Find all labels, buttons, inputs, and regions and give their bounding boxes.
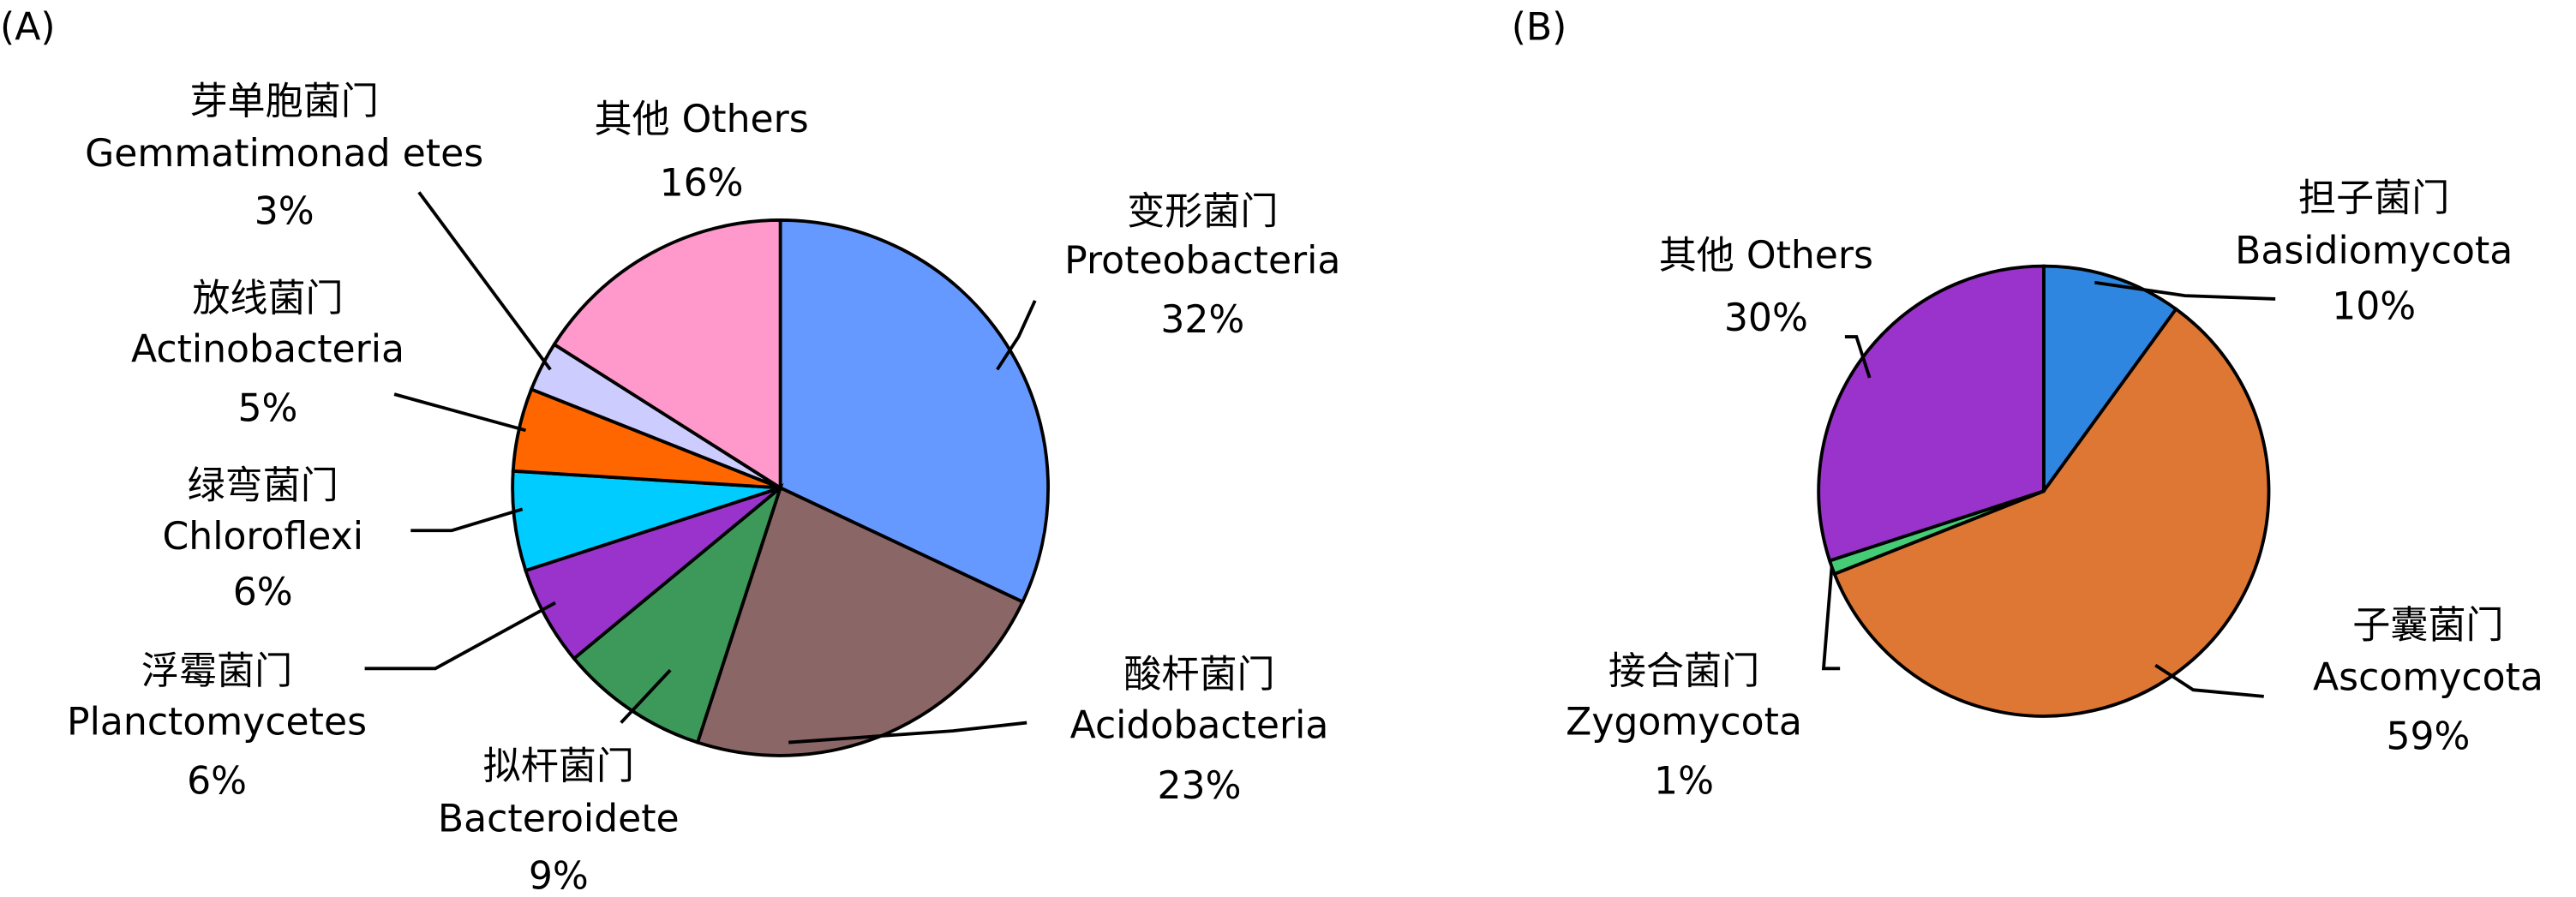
leader-line bbox=[996, 300, 1037, 371]
label-en: Basidiomycota bbox=[2235, 229, 2513, 272]
pie-slice bbox=[552, 218, 782, 491]
pie-slice bbox=[2041, 264, 2178, 497]
label-zh: 拟杆菌门 bbox=[483, 745, 634, 788]
panel-label: (A) bbox=[0, 6, 56, 50]
label-zh: 其他 bbox=[594, 98, 669, 141]
value-label: 1% bbox=[1654, 759, 1714, 803]
value-label: 6% bbox=[187, 759, 247, 803]
label-zh: 芽单胞菌门 bbox=[189, 80, 378, 123]
value-label: 9% bbox=[529, 855, 589, 897]
label-en: Ascomycota bbox=[2313, 656, 2543, 700]
slice-label: 其他 Others bbox=[594, 98, 808, 141]
slice-label: 其他 Others bbox=[1659, 234, 1873, 278]
leader-line bbox=[417, 191, 552, 371]
label-zh: 接合菌门 bbox=[1609, 649, 1759, 693]
leader-line bbox=[788, 721, 1027, 745]
label-en: Gemmatimonad etes bbox=[85, 132, 483, 176]
label-zh: 浮霉菌门 bbox=[141, 649, 292, 693]
value-label: 3% bbox=[255, 189, 315, 233]
value-label: 32% bbox=[1160, 298, 1244, 342]
pie-slice bbox=[778, 218, 1050, 605]
label-en: Others bbox=[682, 98, 809, 141]
label-en: Chloroflexi bbox=[162, 515, 362, 559]
label-en: Actinobacteria bbox=[131, 327, 404, 371]
value-label: 5% bbox=[238, 386, 298, 430]
label-en: Zygomycota bbox=[1566, 700, 1802, 744]
leader-line bbox=[1844, 335, 1872, 379]
label-zh: 酸杆菌门 bbox=[1123, 653, 1274, 697]
label-en: Others bbox=[1746, 234, 1873, 278]
value-label: 16% bbox=[660, 162, 744, 206]
pie-slice bbox=[572, 482, 784, 745]
label-zh: 其他 bbox=[1659, 234, 1734, 278]
label-zh: 绿弯菌门 bbox=[188, 463, 338, 507]
value-label: 30% bbox=[1724, 296, 1808, 340]
value-label: 10% bbox=[2332, 284, 2416, 328]
label-zh: 变形菌门 bbox=[1127, 189, 1278, 233]
value-label: 23% bbox=[1157, 764, 1241, 808]
value-label: 6% bbox=[233, 571, 293, 614]
leader-line bbox=[2094, 280, 2276, 301]
label-zh: 子囊菌门 bbox=[2352, 603, 2503, 647]
label-zh: 担子菌门 bbox=[2298, 176, 2449, 220]
leader-line bbox=[410, 507, 524, 533]
pie-slice bbox=[695, 485, 1025, 757]
value-label: 59% bbox=[2386, 715, 2470, 759]
label-zh: 放线菌门 bbox=[192, 277, 343, 320]
leader-line bbox=[393, 392, 526, 433]
leader-line bbox=[364, 601, 556, 671]
label-en: Planctomycetes bbox=[67, 700, 367, 744]
label-en: Acidobacteria bbox=[1070, 703, 1329, 747]
pie-slice bbox=[1817, 264, 2046, 563]
pie-slice bbox=[1832, 307, 2271, 718]
leader-line bbox=[2154, 663, 2264, 698]
leader-line bbox=[620, 668, 672, 724]
leader-line bbox=[1821, 566, 1841, 671]
label-en: Bacteroidete bbox=[438, 798, 680, 841]
panel-label: (B) bbox=[1512, 6, 1567, 50]
label-en: Proteobacteria bbox=[1064, 239, 1340, 283]
